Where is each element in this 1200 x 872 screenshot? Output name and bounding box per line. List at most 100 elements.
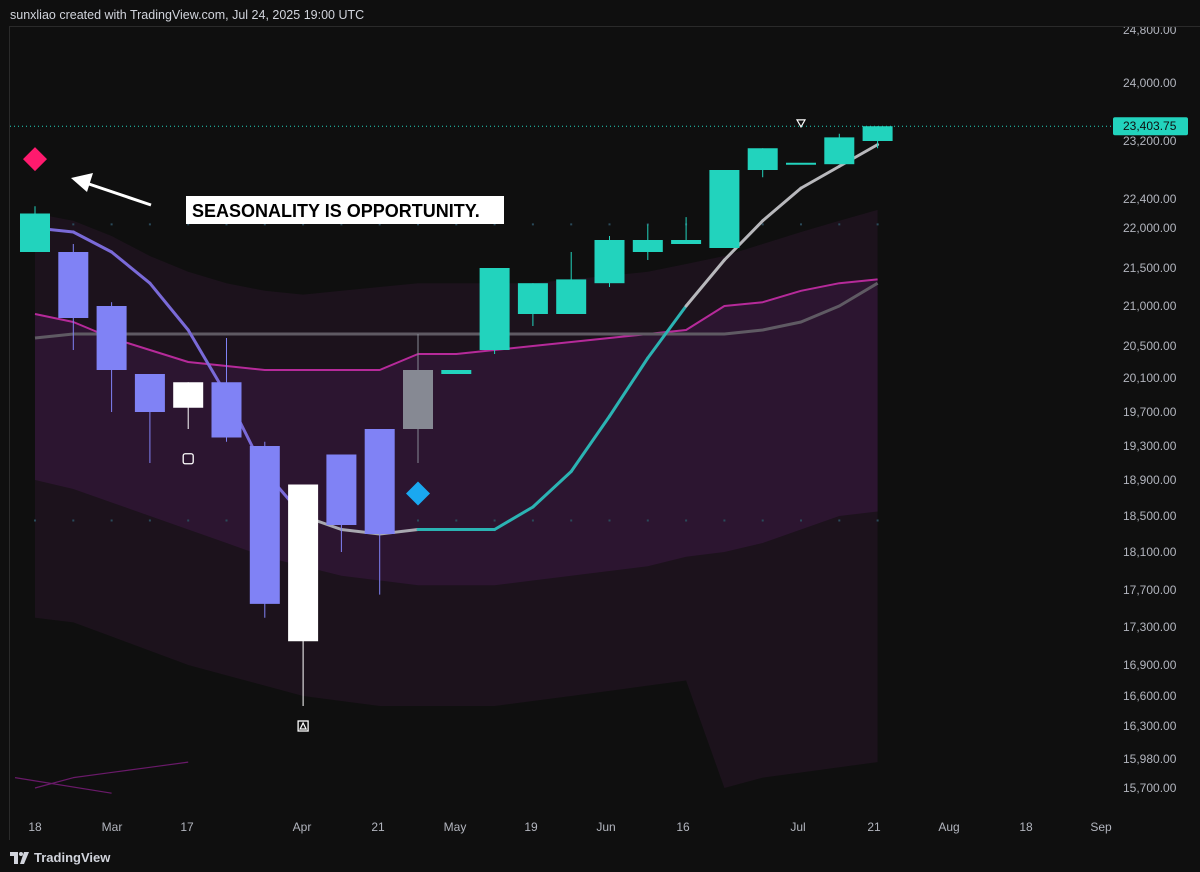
level-dot-upper <box>302 223 305 226</box>
candle-body[interactable] <box>134 374 165 412</box>
time-axis-label: 18 <box>1019 820 1033 834</box>
price-axis-label: 20,500.00 <box>1123 339 1177 353</box>
candle-body[interactable] <box>58 252 89 318</box>
price-axis-label: 16,900.00 <box>1123 658 1177 672</box>
level-dot-lower <box>493 519 496 522</box>
candle-body[interactable] <box>824 137 855 165</box>
candle-body[interactable] <box>20 213 50 253</box>
level-dot-lower <box>723 519 726 522</box>
signal-diamond-icon <box>406 481 430 506</box>
level-dot-upper <box>263 223 266 226</box>
triangle-down-marker-icon <box>795 119 807 129</box>
level-dot-lower <box>72 519 75 522</box>
ma-short-line <box>722 219 765 262</box>
candle-body[interactable] <box>96 306 127 370</box>
candle-body[interactable] <box>211 382 242 438</box>
last-price-badge-text: 23,403.75 <box>1123 119 1177 133</box>
attribution-text: sunxliao created with TradingView.com, J… <box>10 8 365 22</box>
level-dot-upper <box>800 223 802 226</box>
candle-body[interactable] <box>173 382 204 408</box>
candle-body[interactable] <box>556 279 587 314</box>
level-dot-upper <box>761 223 764 226</box>
candle-body[interactable] <box>517 283 548 314</box>
price-axis-label: 22,000.00 <box>1123 221 1177 235</box>
footer: TradingView <box>0 842 1200 872</box>
tradingview-logo[interactable]: TradingView <box>10 850 110 865</box>
price-axis-label: 17,300.00 <box>1123 620 1177 634</box>
price-axis-label: 18,500.00 <box>1123 509 1177 523</box>
ma-short-line <box>148 281 190 332</box>
level-dot-lower <box>148 519 151 522</box>
price-axis-label: 23,200.00 <box>1123 134 1177 148</box>
candle-body[interactable] <box>862 126 893 141</box>
price-axis-label: 21,000.00 <box>1123 299 1177 313</box>
candle-body[interactable] <box>441 370 472 374</box>
ma-short-line <box>761 186 803 223</box>
time-axis-label: 18 <box>28 820 42 834</box>
level-dot-upper <box>608 223 611 226</box>
ma-short-line <box>71 230 114 254</box>
ma-short-line <box>646 304 688 360</box>
price-axis-label: 16,300.00 <box>1123 719 1177 733</box>
time-axis-label: 21 <box>867 820 881 834</box>
level-dot-upper <box>876 223 879 226</box>
price-axis-label: 22,400.00 <box>1123 192 1177 206</box>
chart-frame[interactable]: SEASONALITY IS OPPORTUNITY. 24,800.00 24,0… <box>9 26 1200 840</box>
candle-body[interactable] <box>326 454 357 526</box>
candle-body[interactable] <box>747 148 778 170</box>
square-marker-icon <box>182 453 194 465</box>
price-chart[interactable]: SEASONALITY IS OPPORTUNITY. 24,800.00 24,0… <box>10 27 1200 841</box>
price-axis-label: 20,100.00 <box>1123 371 1177 385</box>
level-dot-lower <box>876 519 879 522</box>
ma-short-line <box>569 414 611 473</box>
candle-body[interactable] <box>709 170 740 248</box>
candle-body[interactable] <box>403 370 433 429</box>
candle-body[interactable] <box>479 268 510 350</box>
price-axis-label: 18,900.00 <box>1123 473 1177 487</box>
level-dot-lower <box>608 519 611 522</box>
triangle-up-marker-icon <box>297 720 309 732</box>
level-dot-upper <box>72 223 75 226</box>
time-axis-label: Mar <box>102 820 123 834</box>
price-axis-label: 24,000.00 <box>1123 76 1177 90</box>
attribution-header: sunxliao created with TradingView.com, J… <box>0 0 1200 28</box>
level-dot-lower <box>225 519 228 522</box>
level-dot-lower <box>417 519 419 522</box>
level-dot-lower <box>187 519 190 522</box>
price-axis-label: 16,600.00 <box>1123 689 1177 703</box>
time-axis-label: 16 <box>676 820 690 834</box>
level-dot-lower <box>685 519 688 522</box>
signal-diamond-icon <box>23 147 47 172</box>
price-axis-label: 19,700.00 <box>1123 405 1177 419</box>
band-lower-line <box>34 761 189 789</box>
candle-body[interactable] <box>364 429 395 534</box>
candle-body[interactable] <box>632 240 663 252</box>
candle-body[interactable] <box>288 484 319 642</box>
level-dot-lower <box>646 519 649 522</box>
annotation-box <box>186 196 504 224</box>
level-dot-upper <box>531 223 534 226</box>
time-axis-label: Jul <box>790 820 805 834</box>
price-axis-label: 21,500.00 <box>1123 261 1177 275</box>
time-axis-label: Apr <box>293 820 312 834</box>
level-dot-upper <box>225 223 228 226</box>
ma-short-line <box>531 470 573 509</box>
ma-short-line <box>608 356 650 418</box>
price-axis-label: 19,300.00 <box>1123 439 1177 453</box>
band-upper-line <box>34 278 878 371</box>
tradingview-logo-icon <box>10 851 29 864</box>
level-dot-upper <box>570 223 573 226</box>
time-axis-label: 17 <box>180 820 194 834</box>
time-axis-label: 21 <box>371 820 385 834</box>
level-dot-upper <box>378 223 381 226</box>
candle-body[interactable] <box>671 240 702 244</box>
level-dot-upper <box>340 223 343 226</box>
level-dot-lower <box>570 519 573 522</box>
candle-body[interactable] <box>249 446 280 604</box>
price-axis-label: 15,980.00 <box>1123 752 1177 766</box>
band-lower-tail <box>14 777 112 794</box>
candle-body[interactable] <box>594 240 625 284</box>
price-axis-label: 18,100.00 <box>1123 545 1177 559</box>
candle-body[interactable] <box>786 162 816 165</box>
time-axis-label: May <box>444 820 467 834</box>
